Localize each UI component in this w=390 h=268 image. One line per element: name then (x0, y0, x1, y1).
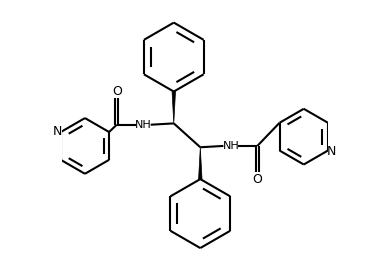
Text: NH: NH (135, 120, 152, 130)
Polygon shape (172, 92, 176, 123)
Text: N: N (326, 145, 336, 158)
Text: O: O (112, 84, 122, 98)
Text: O: O (252, 173, 262, 186)
Polygon shape (199, 147, 202, 179)
Text: NH: NH (222, 141, 239, 151)
Text: N: N (53, 125, 62, 138)
